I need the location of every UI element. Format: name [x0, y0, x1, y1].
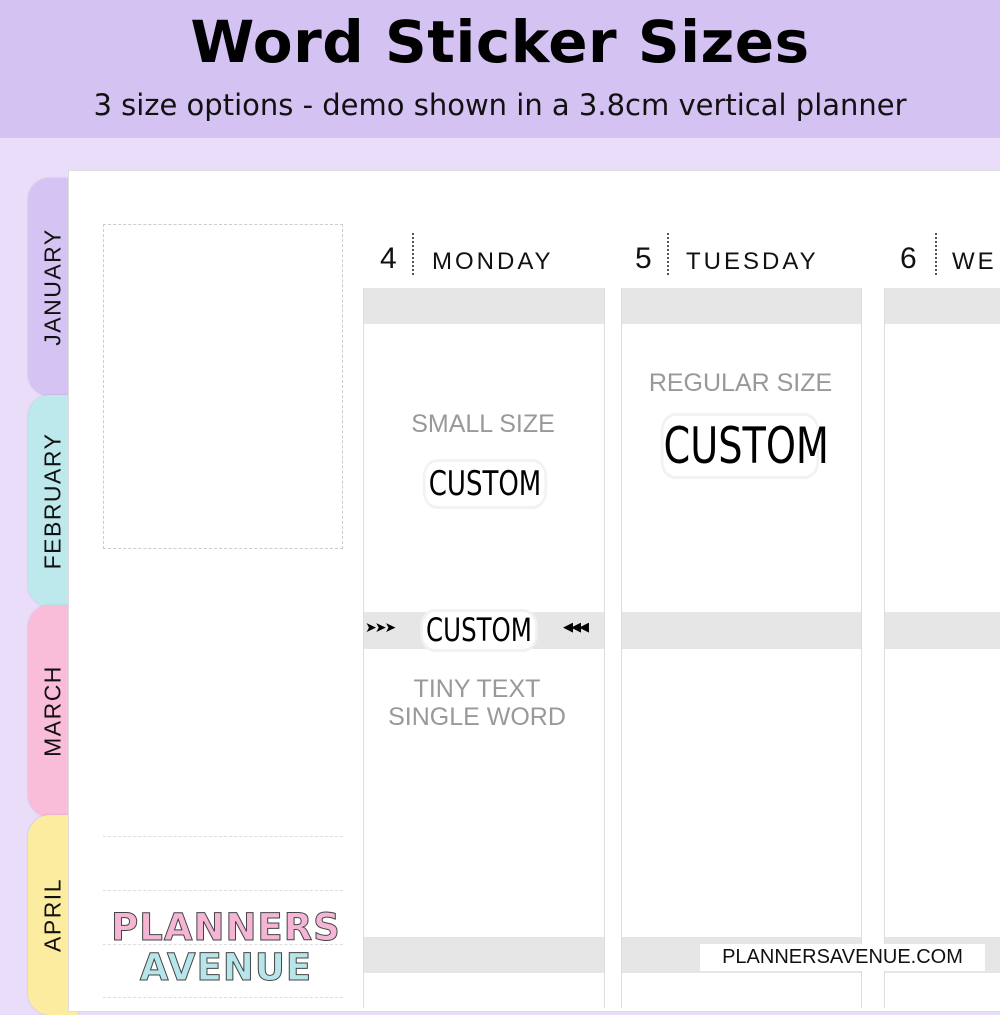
arrows-right-icon: ◀◀◀	[563, 620, 589, 635]
dashed-line	[103, 890, 343, 891]
logo-line: AVENUE	[139, 946, 313, 989]
tiny-sticker: CUSTOM	[422, 612, 536, 649]
day-name: MONDAY	[432, 248, 554, 275]
divider	[412, 233, 414, 275]
subtitle: 3 size options - demo shown in a 3.8cm v…	[93, 88, 907, 122]
day-number: 4	[380, 242, 397, 275]
day-column-wednesday	[884, 288, 1000, 1008]
day-name: WE	[952, 248, 997, 275]
tiny-label: TINY TEXT SINGLE WORD	[363, 675, 591, 731]
tab-label: FEBRUARY	[39, 432, 66, 570]
small-size-label: SMALL SIZE	[411, 410, 555, 438]
small-sticker: CUSTOM	[425, 462, 545, 506]
gray-band	[885, 288, 1000, 324]
day-number: 6	[900, 242, 917, 275]
tab-label: JANUARY	[39, 228, 66, 346]
day-name: TUESDAY	[686, 248, 819, 275]
tiny-label-line: TINY TEXT	[413, 675, 541, 703]
sticker-placeholder-box	[103, 224, 343, 549]
header-banner	[0, 0, 1000, 138]
page-title: Word Sticker Sizes	[190, 8, 810, 76]
gray-band	[885, 612, 1000, 649]
dashed-line	[103, 836, 343, 837]
regular-sticker: CUSTOM	[663, 416, 829, 476]
logo-line: PLANNERS	[111, 906, 341, 949]
day-column-tuesday	[621, 288, 862, 1008]
gray-band	[622, 612, 861, 649]
website-url: PLANNERSAVENUE.COM	[700, 944, 985, 971]
gray-band	[364, 288, 604, 324]
regular-size-label: REGULAR SIZE	[648, 369, 833, 397]
divider	[667, 233, 669, 275]
gray-band	[364, 937, 604, 973]
dashed-line	[103, 944, 343, 945]
planners-avenue-logo: PLANNERS AVENUE	[108, 906, 344, 989]
tab-label: MARCH	[39, 665, 66, 757]
dashed-line	[103, 997, 343, 998]
gray-band	[622, 288, 861, 324]
tiny-label-line: SINGLE WORD	[388, 703, 566, 731]
divider	[935, 233, 937, 275]
arrows-left-icon: ➤➤➤	[365, 620, 396, 636]
tab-label: APRIL	[39, 878, 66, 952]
day-number: 5	[635, 242, 652, 275]
